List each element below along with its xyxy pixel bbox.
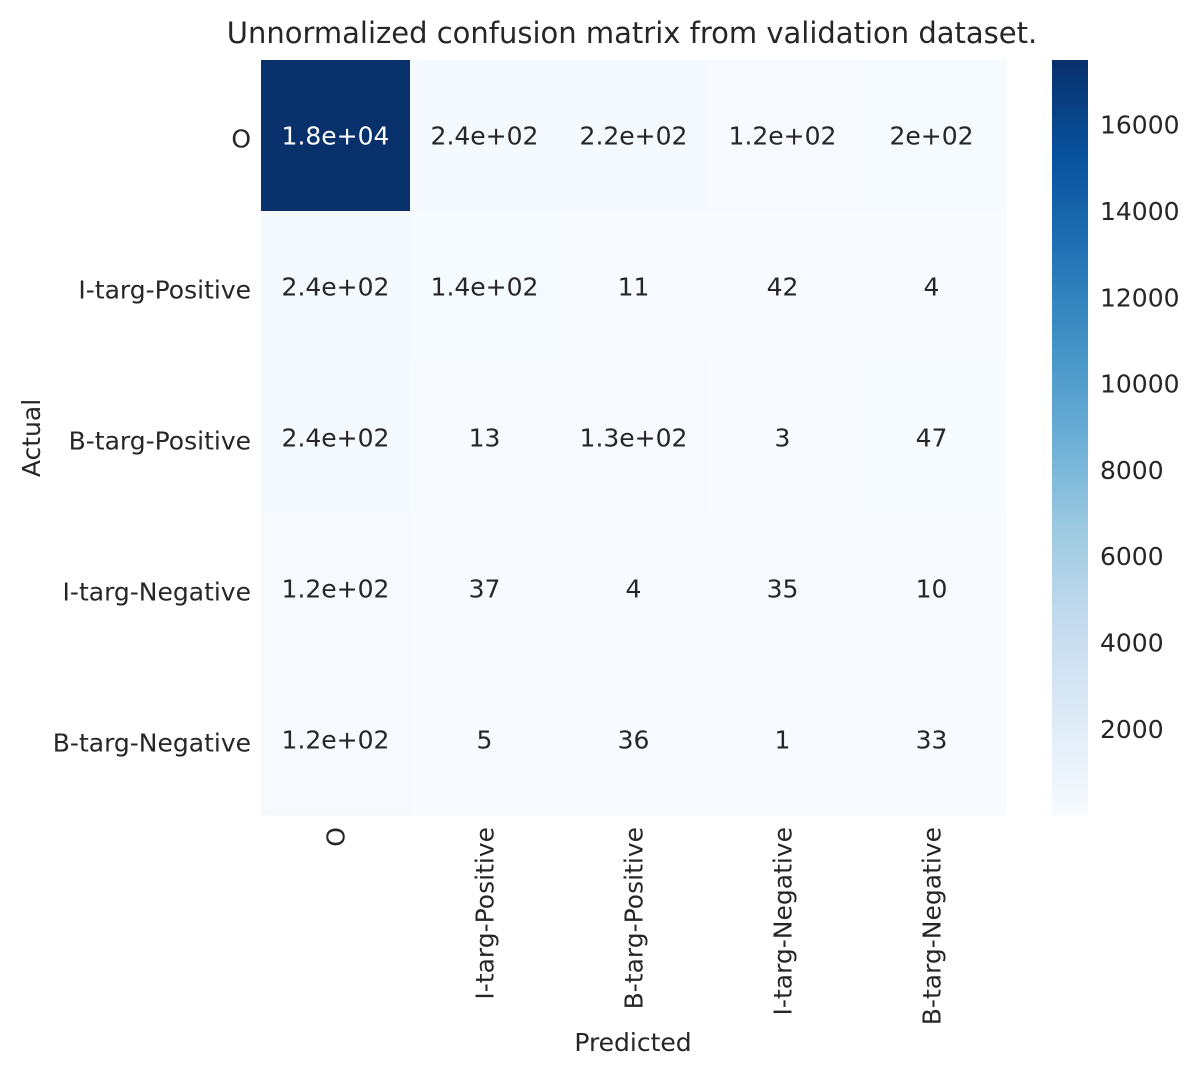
heatmap-cell	[410, 513, 560, 665]
colorbar-tick-label: 6000	[1100, 542, 1164, 571]
heatmap-cell	[857, 362, 1007, 514]
cell-value-label: 1.4e+02	[431, 273, 539, 302]
heatmap-cell	[261, 60, 411, 212]
heatmap-cell	[857, 211, 1007, 363]
heatmap-cell	[708, 362, 858, 514]
heatmap-cell	[559, 513, 709, 665]
heatmap-cell	[857, 513, 1007, 665]
cell-value-label: 4	[924, 273, 940, 302]
heatmap-cell-labels: 1.8e+04 2.4e+02 2.2e+02 1.2e+02 2e+02 2.4e+02…	[282, 122, 974, 755]
heatmap-cell	[261, 664, 411, 816]
x-tick-label: O	[322, 827, 351, 847]
cell-value-label: 35	[767, 575, 799, 604]
colorbar-tick-labels: 2000 4000 6000 8000 10000 12000 14000 16000	[1100, 111, 1180, 744]
heatmap-cell	[261, 211, 411, 363]
y-tick-label: I-targ-Positive	[78, 276, 251, 305]
heatmap-cell	[410, 664, 560, 816]
y-axis-label: Actual	[17, 399, 46, 477]
cell-value-label: 2.2e+02	[580, 122, 688, 151]
cell-value-label: 42	[767, 273, 799, 302]
cell-value-label: 1.8e+04	[282, 122, 390, 151]
heatmap-cell	[261, 362, 411, 514]
y-tick-label: O	[231, 125, 251, 154]
cell-value-label: 1	[775, 726, 791, 755]
heatmap-cell	[708, 60, 858, 212]
cell-value-label: 2.4e+02	[431, 122, 539, 151]
colorbar-tick-label: 10000	[1100, 370, 1180, 399]
chart-title: Unnormalized confusion matrix from valid…	[227, 16, 1037, 50]
cell-value-label: 47	[916, 424, 948, 453]
cell-value-label: 36	[618, 726, 650, 755]
heatmap-cell	[410, 362, 560, 514]
x-tick-label: I-targ-Negative	[769, 827, 798, 1015]
cell-value-label: 10	[916, 575, 948, 604]
cell-value-label: 1.2e+02	[282, 726, 390, 755]
colorbar-tick-label: 2000	[1100, 715, 1164, 744]
cell-value-label: 37	[469, 575, 501, 604]
y-tick-label: I-targ-Negative	[63, 578, 251, 607]
cell-value-label: 11	[618, 273, 650, 302]
x-tick-labels: O I-targ-Positive B-targ-Positive I-targ-Ne…	[322, 827, 947, 1025]
colorbar	[1052, 60, 1088, 815]
heatmap-cell	[559, 362, 709, 514]
cell-value-label: 4	[626, 575, 642, 604]
cell-value-label: 2e+02	[889, 122, 973, 151]
colorbar-tick-label: 14000	[1100, 197, 1180, 226]
cell-value-label: 1.2e+02	[282, 575, 390, 604]
heatmap-cell	[559, 211, 709, 363]
colorbar-tick-label: 16000	[1100, 111, 1180, 140]
y-tick-label: B-targ-Positive	[69, 427, 251, 456]
cell-value-label: 33	[916, 726, 948, 755]
heatmap-cell	[857, 664, 1007, 816]
cell-value-label: 1.2e+02	[729, 122, 837, 151]
cell-value-label: 1.3e+02	[580, 424, 688, 453]
heatmap-cell	[708, 211, 858, 363]
x-tick-label: B-targ-Negative	[918, 827, 947, 1025]
x-axis-label: Predicted	[574, 1028, 691, 1057]
colorbar-tick-label: 8000	[1100, 456, 1164, 485]
heatmap-cell	[708, 664, 858, 816]
heatmap-cell	[559, 60, 709, 212]
cell-value-label: 5	[477, 726, 493, 755]
x-tick-label: I-targ-Positive	[471, 827, 500, 1000]
x-tick-label: B-targ-Positive	[620, 827, 649, 1009]
heatmap-cells	[261, 60, 1007, 816]
heatmap-cell	[410, 60, 560, 212]
heatmap-cell	[261, 513, 411, 665]
colorbar-tick-label: 4000	[1100, 628, 1164, 657]
heatmap-cell	[559, 664, 709, 816]
cell-value-label: 2.4e+02	[282, 424, 390, 453]
cell-value-label: 13	[469, 424, 501, 453]
cell-value-label: 3	[775, 424, 791, 453]
y-tick-labels: O I-targ-Positive B-targ-Positive I-targ-Ne…	[53, 125, 251, 758]
heatmap-cell	[708, 513, 858, 665]
colorbar-tick-label: 12000	[1100, 283, 1180, 312]
y-tick-label: B-targ-Negative	[53, 729, 251, 758]
cell-value-label: 2.4e+02	[282, 273, 390, 302]
heatmap-cell	[410, 211, 560, 363]
heatmap-cell	[857, 60, 1007, 212]
